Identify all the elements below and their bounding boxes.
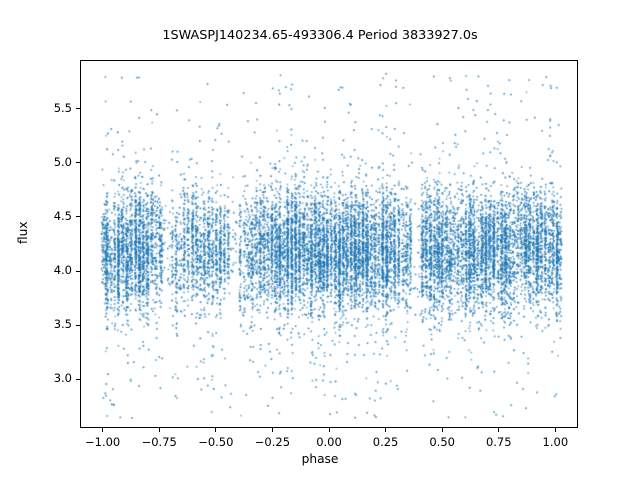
scatter-plot-canvas [81,61,577,427]
x-tick-mark [554,428,556,432]
x-tick-label: −0.50 [198,435,234,449]
x-tick-mark [441,428,443,432]
x-tick-mark [102,428,104,432]
x-tick-mark [158,428,160,432]
plot-axes [80,60,578,428]
x-tick-label: 1.00 [542,435,569,449]
y-tick-label: 3.5 [53,317,72,332]
y-tick-label: 5.5 [53,100,72,115]
y-axis-label: flux [16,221,30,244]
x-axis-label: phase [301,452,339,466]
x-tick-mark [271,428,273,432]
y-tick-mark [76,162,80,164]
y-tick-label: 4.5 [53,208,72,223]
y-tick-mark [76,216,80,218]
plot-title: 1SWASPJ140234.65-493306.4 Period 3833927… [162,28,478,43]
x-tick-label: 0.25 [372,435,399,449]
x-tick-label: 0.75 [485,435,512,449]
x-tick-mark [215,428,217,432]
x-tick-label: −0.25 [254,435,291,449]
y-tick-label: 3.0 [53,371,72,386]
y-tick-mark [76,108,80,110]
x-tick-mark [498,428,500,432]
x-tick-label: −1.00 [85,435,121,449]
x-tick-label: 0.00 [316,435,342,449]
y-tick-mark [76,270,80,272]
y-tick-label: 4.0 [53,263,72,278]
x-tick-label: 0.50 [429,435,455,449]
y-tick-mark [76,324,80,326]
x-tick-mark [385,428,387,432]
x-tick-mark [328,428,330,432]
x-tick-label: −0.75 [141,435,177,449]
y-tick-label: 5.0 [53,154,72,169]
y-tick-mark [76,378,80,380]
